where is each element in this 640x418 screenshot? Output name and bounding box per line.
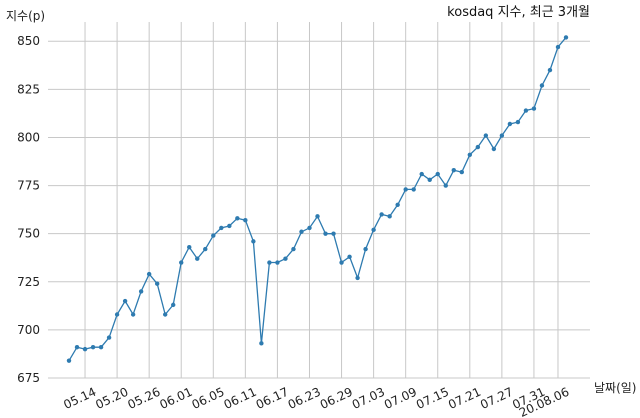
x-tick-label: 06.01 [157, 385, 194, 412]
data-point [82, 346, 88, 352]
x-tick-label: 06.17 [254, 385, 291, 412]
data-point [395, 202, 400, 208]
data-point [235, 216, 240, 221]
data-point [523, 108, 529, 113]
data-point [187, 244, 192, 250]
x-tick-label: 07.03 [350, 385, 387, 412]
data-point [323, 231, 328, 236]
data-point [347, 254, 352, 259]
data-point [379, 212, 384, 217]
x-tick-label: 07.09 [382, 385, 419, 412]
data-point [243, 218, 248, 223]
x-tick-label: 06.29 [318, 385, 355, 412]
x-axis-ticks: 05.1405.2005.2606.0106.0506.1106.1706.23… [61, 385, 571, 418]
data-point [547, 67, 553, 73]
data-point [427, 177, 432, 182]
chart-title: kosdaq 지수, 최근 3개월 [447, 5, 590, 20]
data-point [211, 233, 216, 238]
x-tick-label: 07.27 [478, 385, 515, 412]
data-point [539, 83, 545, 88]
data-point [138, 289, 144, 294]
data-point [275, 260, 280, 265]
data-point [203, 246, 208, 252]
data-point [443, 183, 448, 188]
data-point [555, 44, 561, 50]
data-point [315, 214, 320, 219]
y-tick-label: 725 [17, 275, 40, 289]
data-point [98, 345, 104, 350]
data-point [355, 275, 360, 281]
data-point [122, 298, 128, 304]
y-tick-label: 750 [17, 227, 40, 241]
data-point [179, 260, 184, 265]
data-point [371, 227, 376, 233]
series-kosdaq [66, 35, 569, 363]
data-point [339, 260, 344, 265]
grid [48, 22, 590, 379]
data-point [171, 302, 176, 308]
data-point [419, 171, 424, 177]
data-point [146, 271, 152, 277]
data-point [291, 246, 296, 252]
data-point [299, 229, 304, 234]
data-point [331, 231, 336, 236]
y-tick-label: 775 [17, 179, 40, 193]
data-point [387, 214, 392, 219]
data-point [491, 146, 497, 152]
data-point [411, 187, 416, 192]
data-point [531, 106, 537, 111]
y-axis-ticks: 675 700 725 750 775 800 825 850 [17, 34, 40, 385]
x-axis-title: 날짜(일) [594, 381, 636, 395]
data-point [74, 345, 80, 350]
y-tick-label: 800 [17, 130, 40, 144]
data-point [227, 223, 232, 229]
data-point [251, 239, 256, 244]
data-point [219, 225, 224, 231]
data-point [563, 35, 569, 40]
x-tick-label: 05.26 [125, 385, 162, 412]
x-tick-label: 05.20 [93, 385, 130, 412]
data-point [459, 169, 464, 175]
x-tick-label: 06.11 [222, 385, 259, 412]
series-line [68, 36, 567, 362]
y-axis-title: 지수(p) [6, 9, 45, 23]
data-point [259, 341, 264, 346]
data-point [114, 312, 120, 317]
data-point [403, 187, 408, 192]
y-tick-label: 850 [17, 34, 40, 48]
x-tick-label: 06.23 [286, 385, 323, 412]
x-tick-label: 07.15 [414, 385, 451, 412]
data-point [66, 358, 72, 363]
data-point [515, 119, 521, 125]
data-point [267, 260, 272, 265]
data-point [106, 335, 112, 340]
x-tick-label: 07.21 [446, 385, 483, 412]
data-point [195, 256, 200, 261]
data-point [307, 225, 312, 231]
data-point [435, 171, 440, 177]
data-point [451, 167, 456, 173]
x-tick-label: 05.14 [61, 385, 98, 412]
y-tick-label: 825 [17, 82, 40, 96]
data-point [162, 312, 168, 317]
x-tick-label: 06.05 [190, 385, 227, 412]
data-point [467, 152, 473, 157]
data-point [283, 256, 288, 261]
data-point [507, 121, 513, 127]
data-point [483, 133, 489, 138]
data-point [499, 133, 505, 138]
y-tick-label: 675 [17, 371, 40, 385]
data-point [130, 312, 136, 317]
data-point [363, 246, 368, 252]
data-point [475, 144, 481, 150]
y-tick-label: 700 [17, 323, 40, 337]
data-point [90, 345, 96, 350]
data-point [154, 281, 160, 286]
